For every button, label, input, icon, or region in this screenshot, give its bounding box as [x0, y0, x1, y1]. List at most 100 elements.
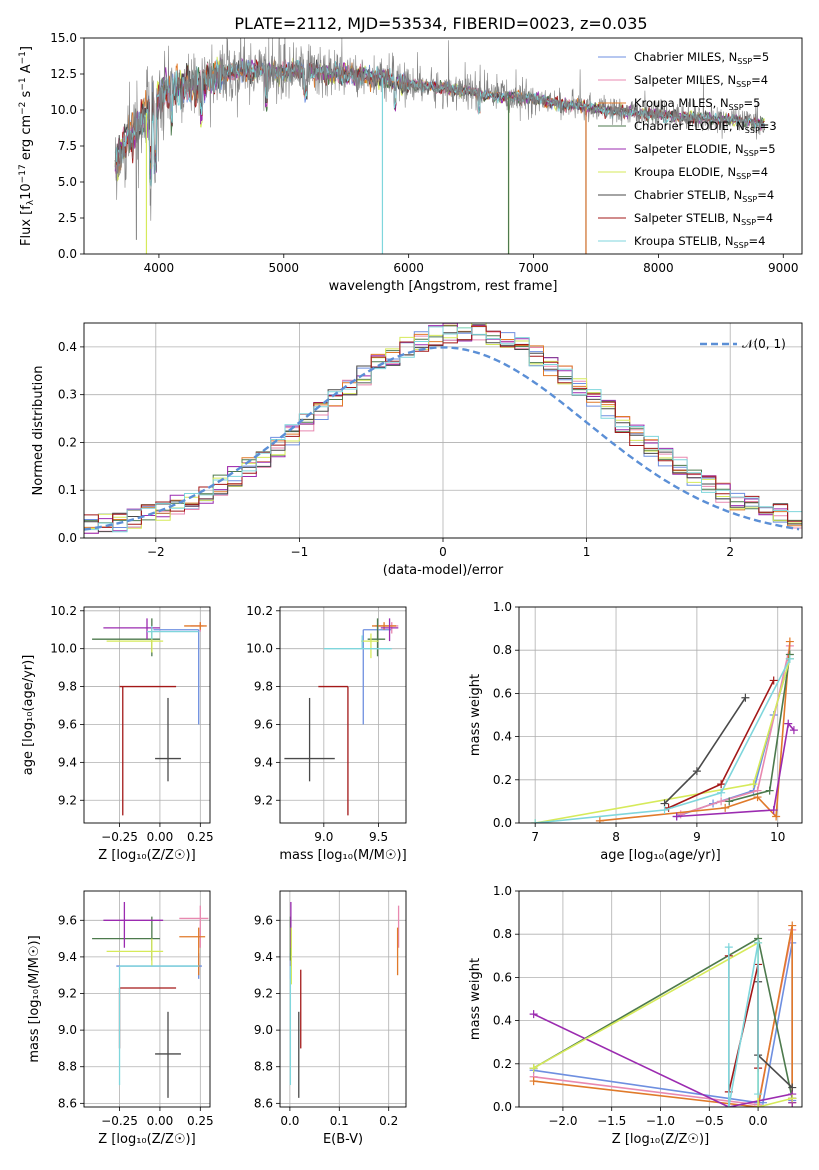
x-tick-label: 5000 — [269, 261, 300, 275]
plot-area — [84, 323, 802, 534]
y-tick-label: 10.2 — [50, 604, 77, 618]
legend-entry-tail: =5 — [744, 96, 761, 110]
y-tick-label: 9.6 — [254, 913, 273, 927]
legend-entry: Chabrier STELIB, NSSP=4 — [634, 188, 774, 204]
weight-marker — [749, 780, 758, 789]
plot-area — [92, 901, 209, 1098]
y-tick-label: 9.6 — [58, 717, 77, 731]
y-tick-label: 9.2 — [254, 793, 273, 807]
y-axis-label-part: erg cm — [19, 115, 34, 164]
axes-frame — [83, 37, 803, 255]
plot-area — [529, 921, 797, 1107]
plot-area — [284, 618, 399, 816]
legend-entry-sub: SSP — [734, 241, 749, 250]
y-tick-label: 1.0 — [493, 884, 512, 898]
weight-marker — [788, 1094, 797, 1103]
x-tick-label: 1 — [583, 545, 591, 559]
legend-entry: Chabrier ELODIE, NSSP=3 — [634, 119, 777, 135]
y-tick-label: 10.0 — [246, 642, 273, 656]
residual-histogram-panel: −2 −1 0 1 2 0.0 0.1 0.2 0.3 0.4 (data-model)/error… — [31, 322, 803, 578]
weight-marker — [788, 1083, 797, 1092]
weight-line — [533, 937, 793, 1099]
y-tick-label: 9.2 — [58, 793, 77, 807]
weight-marker — [724, 943, 733, 952]
y-tick-label: 0.2 — [58, 435, 77, 449]
x-tick-label: 4000 — [144, 261, 175, 275]
y-tick-label: 9.8 — [58, 680, 77, 694]
y-tick-label: 0.1 — [58, 483, 77, 497]
x-axis-label: (data-model)/error — [383, 563, 504, 578]
legend-entry: Salpeter MILES, NSSP=4 — [634, 73, 768, 89]
plot-area — [114, 38, 765, 254]
legend-entry-sub: SSP — [744, 149, 759, 158]
weight-marker — [717, 797, 726, 806]
legend-entry-tail: =4 — [757, 188, 774, 202]
weight-line — [535, 658, 791, 823]
x-tick-label: 9.5 — [369, 830, 388, 844]
y-axis-label-part: −17 — [18, 164, 28, 183]
x-axis-label: Z [log₁₀(Z/Z☉)] — [612, 1132, 709, 1147]
mass-vs-ebv-panel: 0.0 0.1 0.2 8.6 8.8 9.0 9.2 9.4 9.6 E(B-V) — [254, 890, 407, 1147]
axes: 7 8 9 10 0.0 0.2 0.4 0.6 0.8 1.0 age [log₁₀(age/yr… — [468, 600, 785, 863]
plot-area — [531, 637, 798, 823]
y-tick-label: 9.0 — [58, 1023, 77, 1037]
axes: 9.0 9.5 9.2 9.4 9.6 9.8 10.0 10.2 mass [log₁₀(M/… — [246, 604, 406, 863]
axes-frame — [518, 890, 803, 1108]
histogram-steps — [84, 326, 802, 533]
y-axis-label-part: A — [19, 64, 34, 77]
y-axis-label: mass [log₁₀(M/M☉)] — [27, 935, 42, 1062]
legend-entry-sub: SSP — [742, 195, 757, 204]
x-tick-label: −1.5 — [597, 1114, 626, 1128]
y-tick-label: 9.6 — [58, 913, 77, 927]
legend-entry-tail: =5 — [752, 50, 769, 64]
weight-marker — [754, 1090, 763, 1099]
weight-line — [676, 721, 795, 818]
weight-marker — [754, 938, 763, 947]
weight-marker — [692, 767, 701, 776]
age-vs-mass-panel: 9.0 9.5 9.2 9.4 9.6 9.8 10.0 10.2 mass [log₁₀(M/… — [246, 604, 406, 863]
y-tick-label: 0.6 — [493, 970, 512, 984]
y-tick-label: 7.5 — [58, 139, 77, 153]
x-axis-label: E(B-V) — [323, 1132, 363, 1147]
weight-marker — [741, 693, 750, 702]
weight-marker — [725, 797, 734, 806]
legend-entry-sub: SSP — [745, 126, 760, 135]
weight-marker — [772, 812, 781, 821]
y-tick-label: 9.4 — [58, 755, 77, 769]
y-tick-label: 0.4 — [493, 730, 512, 744]
grid — [84, 891, 210, 1107]
legend-entry-tail: =4 — [756, 211, 773, 225]
axes-frame — [83, 322, 803, 539]
axes: −0.25 0.00 0.25 9.2 9.4 9.6 9.8 10.0 10.2 Z [log₁… — [21, 604, 214, 863]
legend-entry: Salpeter STELIB, NSSP=4 — [634, 211, 773, 227]
x-tick-label: 9000 — [768, 261, 799, 275]
weight-marker — [672, 812, 681, 821]
x-tick-label: 0.00 — [147, 830, 174, 844]
legend-entry-base: Chabrier STELIB, N — [634, 188, 742, 202]
weight-marker — [529, 1010, 538, 1019]
y-axis-label-part: −1 — [18, 51, 28, 64]
y-tick-label: 8.6 — [254, 1096, 273, 1110]
weight-line — [728, 942, 759, 1107]
y-tick-label: 9.4 — [254, 950, 273, 964]
axes-frame — [279, 890, 407, 1108]
y-tick-label: 8.8 — [58, 1060, 77, 1074]
x-tick-label: 2 — [726, 545, 734, 559]
y-tick-label: 15.0 — [50, 31, 77, 45]
y-tick-label: 0.6 — [493, 686, 512, 700]
y-tick-label: 1.0 — [493, 600, 512, 614]
weight-marker — [717, 780, 726, 789]
legend-entry-base: Chabrier ELODIE, N — [634, 119, 745, 133]
axes-frame — [83, 606, 211, 824]
y-tick-label: 9.4 — [254, 755, 273, 769]
y-tick-label: 0.0 — [58, 531, 77, 545]
weight-marker — [721, 803, 730, 812]
legend-entry-tail: =3 — [760, 119, 777, 133]
y-tick-label: 10.2 — [246, 604, 273, 618]
legend-entry: Kroupa MILES, NSSP=5 — [634, 96, 760, 112]
legend-entry: Kroupa ELODIE, NSSP=4 — [634, 165, 768, 181]
weight-marker — [769, 806, 778, 815]
y-axis-label: mass weight — [468, 674, 483, 756]
